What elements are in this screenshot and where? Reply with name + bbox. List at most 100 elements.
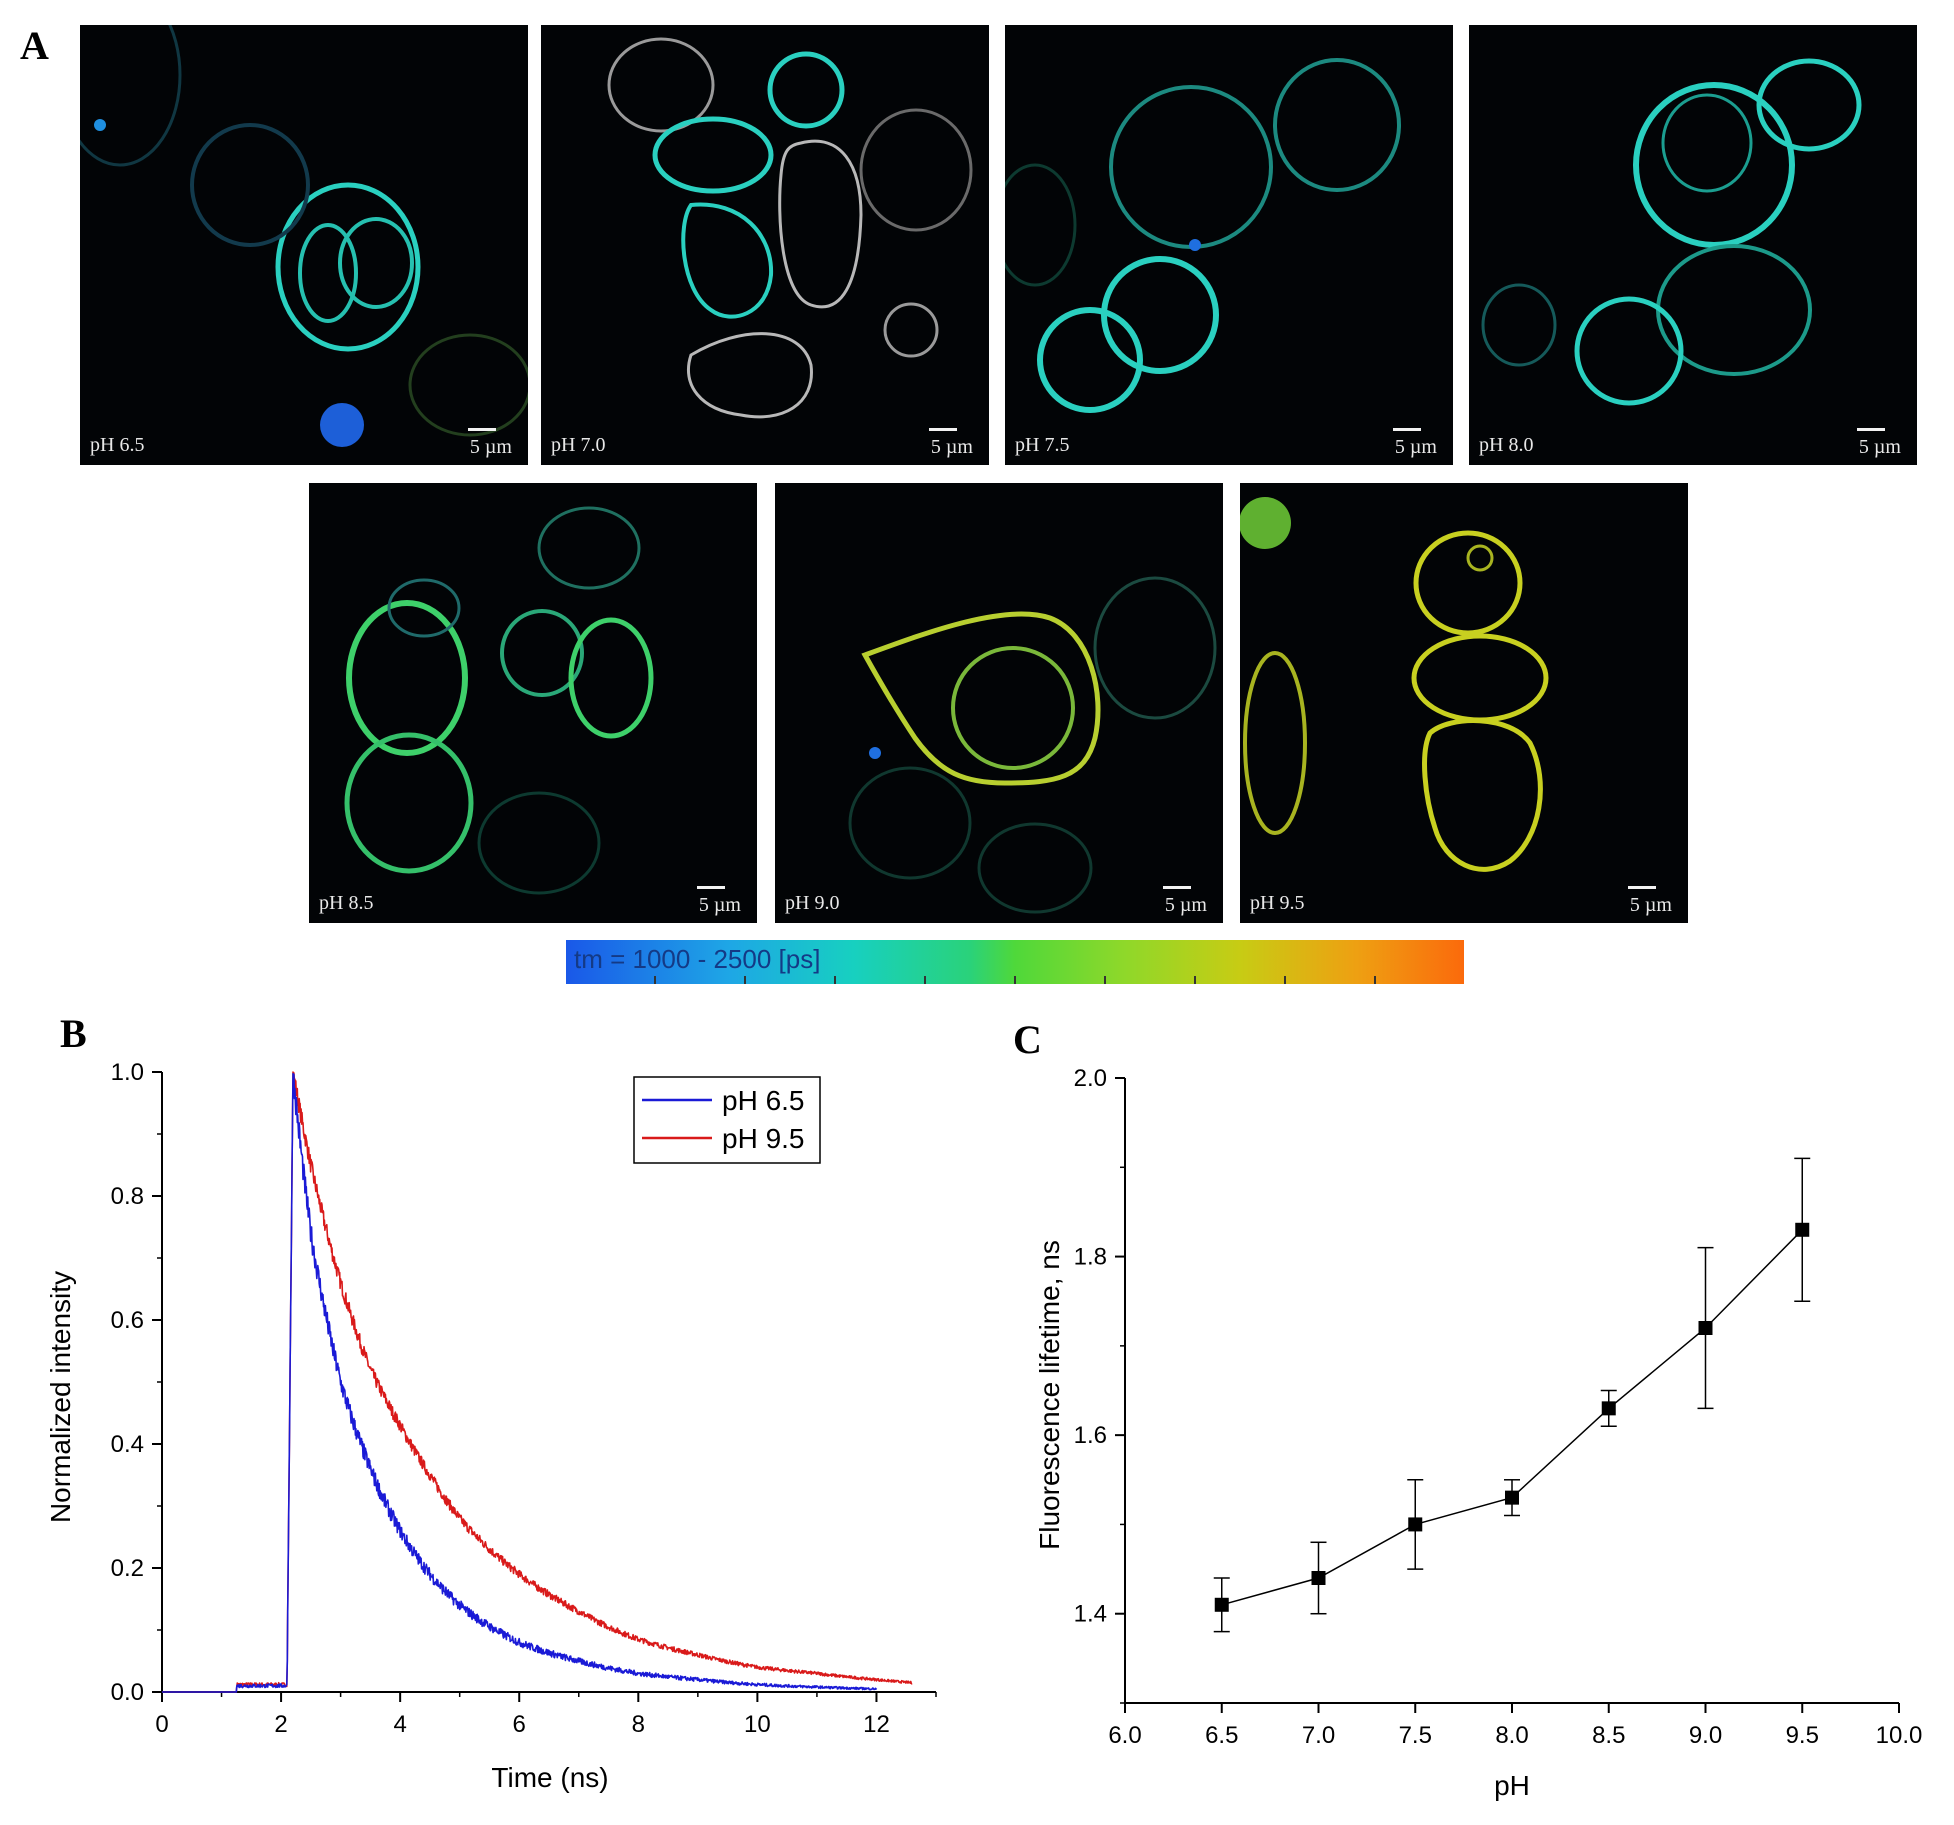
panel-label-a: A xyxy=(20,23,49,68)
lifetime-series-line xyxy=(1221,1229,1803,1606)
scale-bar-label: 5 µm xyxy=(1394,436,1437,458)
data-point xyxy=(1408,1517,1423,1532)
scale-bar-label: 5 µm xyxy=(469,436,512,458)
micrograph-cells xyxy=(1481,58,1862,406)
colorbar-tick xyxy=(834,976,836,984)
x-tick-label: 9.0 xyxy=(1689,1722,1722,1749)
x-tick-label: 6.0 xyxy=(1108,1722,1141,1749)
x-tick-label: 7.0 xyxy=(1302,1722,1335,1749)
micrograph-cells xyxy=(1240,497,1549,872)
decay-chart-ticks: 0 2 4 6 8 10 12 0.0 0.2 0.4 0.6 0.8 1.0 xyxy=(111,1059,937,1738)
colorbar-tick xyxy=(1284,976,1286,984)
scale-bar-label: 5 µm xyxy=(1629,894,1672,916)
micrograph-cells xyxy=(1005,58,1401,413)
x-tick-label: 8.0 xyxy=(1495,1722,1528,1749)
micrograph-ph-7-5: pH 7.5 5 µm xyxy=(1005,25,1453,465)
lifetime-chart-axes xyxy=(1124,1078,1899,1704)
legend-label: pH 9.5 xyxy=(722,1123,805,1154)
colorbar-tick xyxy=(1194,976,1196,984)
micrograph-ph-8-5: pH 8.5 5 µm xyxy=(309,483,757,923)
lifetime-colorbar: tm = 1000 - 2500 [ps] xyxy=(566,940,1464,984)
legend-box xyxy=(633,1076,821,1164)
y-tick-label: 0.2 xyxy=(111,1555,144,1582)
decay-y-axis-label: Normalized intensity xyxy=(45,1271,76,1523)
scale-bar-label: 5 µm xyxy=(1858,436,1901,458)
colorbar-tick xyxy=(1374,976,1376,984)
scale-bar xyxy=(697,886,725,889)
colorbar-tick xyxy=(654,976,656,984)
x-tick-label: 8.5 xyxy=(1592,1722,1625,1749)
y-tick-label: 0.4 xyxy=(111,1431,144,1458)
scale-bar xyxy=(1857,428,1885,431)
scale-bar xyxy=(1628,886,1656,889)
scale-bar-label: 5 µm xyxy=(698,894,741,916)
colorbar-label: tm = 1000 - 2500 [ps] xyxy=(574,944,821,974)
ph-label: pH 7.0 xyxy=(551,434,606,456)
scale-bar-label: 5 µm xyxy=(930,436,973,458)
data-point xyxy=(1795,1222,1810,1237)
micrograph-cells xyxy=(344,506,654,895)
decay-x-axis-label: Time (ns) xyxy=(491,1762,608,1793)
ph-label: pH 9.0 xyxy=(785,892,840,914)
ph-label: pH 6.5 xyxy=(90,434,145,456)
scale-bar xyxy=(1163,886,1191,889)
ph-label: pH 9.5 xyxy=(1250,892,1305,914)
x-tick-label: 2 xyxy=(274,1711,287,1738)
scale-bar-label: 5 µm xyxy=(1164,894,1207,916)
micrograph-cells xyxy=(848,576,1217,914)
x-tick-label: 7.5 xyxy=(1399,1722,1432,1749)
data-point xyxy=(1214,1597,1229,1612)
y-tick-label: 1.4 xyxy=(1074,1601,1107,1628)
micrograph-cells xyxy=(80,25,528,447)
ph-label: pH 7.5 xyxy=(1015,434,1070,456)
y-tick-label: 2.0 xyxy=(1074,1065,1107,1092)
y-tick-label: 1.6 xyxy=(1074,1422,1107,1449)
ph-label: pH 8.0 xyxy=(1479,434,1534,456)
decay-chart: 0 2 4 6 8 10 12 0.0 0.2 0.4 0.6 0.8 1.0 pH 6.5 pH 9.5… xyxy=(45,1059,937,1793)
colorbar-tick xyxy=(1104,976,1106,984)
x-tick-label: 6.5 xyxy=(1205,1722,1238,1749)
decay-chart-axes xyxy=(161,1072,936,1693)
x-tick-label: 9.5 xyxy=(1786,1722,1819,1749)
y-tick-label: 0.0 xyxy=(111,1679,144,1706)
data-point xyxy=(1311,1571,1326,1585)
lifetime-y-axis-label: Fluorescence lifetime, ns xyxy=(1034,1240,1065,1550)
data-point xyxy=(1505,1490,1519,1505)
colorbar-tick xyxy=(1014,976,1016,984)
series-line-ph-9-5 xyxy=(161,1071,913,1693)
panel-label-c: C xyxy=(1013,1017,1042,1062)
y-tick-label: 1.0 xyxy=(111,1059,144,1086)
scale-bar xyxy=(468,428,496,431)
x-tick-label: 8 xyxy=(632,1711,645,1738)
decay-chart-series xyxy=(161,1071,913,1693)
micrograph-ph-7-0: pH 7.0 5 µm xyxy=(541,25,989,465)
decay-chart-legend: pH 6.5 pH 9.5 xyxy=(633,1076,821,1164)
colorbar-tick xyxy=(744,976,746,984)
colorbar-tick xyxy=(924,976,926,984)
scale-bar xyxy=(1393,428,1421,431)
lifetime-chart-ticks: 6.0 6.5 7.0 7.5 8.0 8.5 9.0 9.5 10.0 1.4 1.6 1.8 2.0 xyxy=(1074,1065,1923,1749)
x-tick-label: 12 xyxy=(863,1711,890,1738)
legend-label: pH 6.5 xyxy=(722,1085,805,1116)
panel-label-b: B xyxy=(60,1011,87,1056)
lifetime-chart: 6.0 6.5 7.0 7.5 8.0 8.5 9.0 9.5 10.0 1.4 1.6 1.8 2.0… xyxy=(1034,1065,1923,1801)
y-tick-label: 0.6 xyxy=(111,1307,144,1334)
data-point xyxy=(1601,1401,1616,1416)
lifetime-chart-series xyxy=(1213,1157,1811,1633)
micrograph-ph-9-0: pH 9.0 5 µm xyxy=(775,483,1223,923)
y-tick-label: 0.8 xyxy=(111,1183,144,1210)
ph-label: pH 8.5 xyxy=(319,892,374,914)
data-point xyxy=(1698,1321,1713,1335)
series-line-ph-6-5 xyxy=(161,1072,878,1693)
x-tick-label: 6 xyxy=(513,1711,526,1738)
micrograph-cells xyxy=(607,37,973,419)
x-tick-label: 10 xyxy=(744,1711,771,1738)
x-tick-label: 0 xyxy=(155,1711,168,1738)
micrograph-ph-6-5: pH 6.5 5 µm xyxy=(80,25,528,465)
scale-bar xyxy=(929,428,957,431)
x-tick-label: 4 xyxy=(393,1711,406,1738)
y-tick-label: 1.8 xyxy=(1074,1244,1107,1271)
lifetime-x-axis-label: pH xyxy=(1494,1770,1530,1801)
x-tick-label: 10.0 xyxy=(1876,1722,1923,1749)
micrograph-ph-8-0: pH 8.0 5 µm xyxy=(1469,25,1917,465)
